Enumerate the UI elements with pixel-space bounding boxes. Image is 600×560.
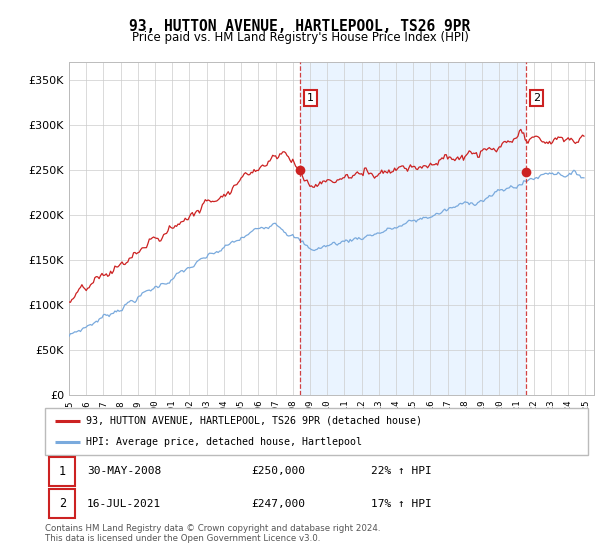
Text: Price paid vs. HM Land Registry's House Price Index (HPI): Price paid vs. HM Land Registry's House … — [131, 31, 469, 44]
Text: 16-JUL-2021: 16-JUL-2021 — [87, 498, 161, 508]
Text: 1: 1 — [307, 94, 314, 103]
FancyBboxPatch shape — [49, 457, 76, 486]
FancyBboxPatch shape — [45, 408, 588, 455]
Text: 93, HUTTON AVENUE, HARTLEPOOL, TS26 9PR: 93, HUTTON AVENUE, HARTLEPOOL, TS26 9PR — [130, 19, 470, 34]
FancyBboxPatch shape — [49, 489, 76, 518]
Text: 93, HUTTON AVENUE, HARTLEPOOL, TS26 9PR (detached house): 93, HUTTON AVENUE, HARTLEPOOL, TS26 9PR … — [86, 416, 422, 426]
Bar — [300, 62, 526, 395]
Text: 17% ↑ HPI: 17% ↑ HPI — [371, 498, 431, 508]
Text: 1: 1 — [59, 465, 66, 478]
Text: 22% ↑ HPI: 22% ↑ HPI — [371, 466, 431, 477]
Text: 30-MAY-2008: 30-MAY-2008 — [87, 466, 161, 477]
Text: £250,000: £250,000 — [251, 466, 305, 477]
Text: 2: 2 — [59, 497, 66, 510]
Text: Contains HM Land Registry data © Crown copyright and database right 2024.
This d: Contains HM Land Registry data © Crown c… — [45, 524, 380, 543]
Text: 2: 2 — [533, 94, 540, 103]
Text: HPI: Average price, detached house, Hartlepool: HPI: Average price, detached house, Hart… — [86, 437, 362, 447]
Text: £247,000: £247,000 — [251, 498, 305, 508]
